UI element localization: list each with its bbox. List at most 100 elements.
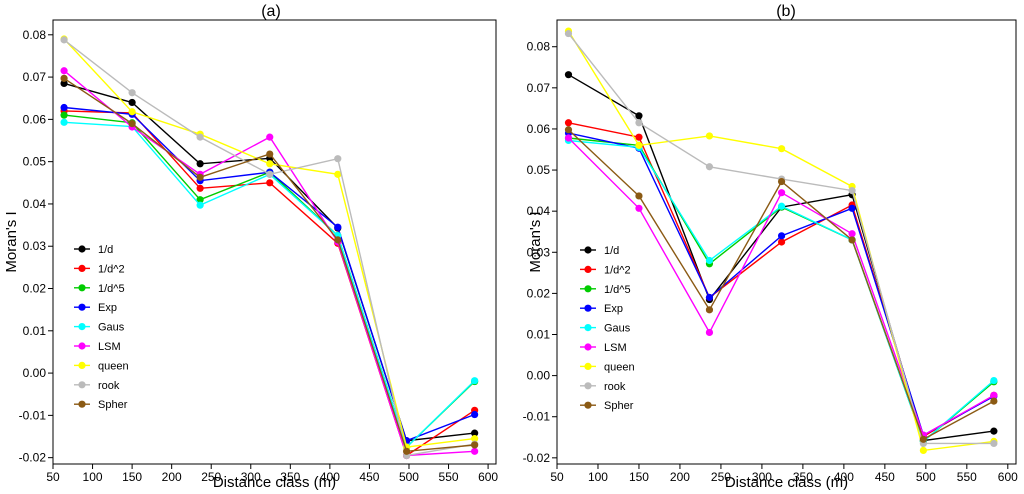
data-point-1/d: [990, 427, 998, 435]
x-tick-label: 350: [280, 470, 300, 484]
x-tick-label: 50: [46, 470, 60, 484]
y-tick-label: 0.06: [527, 122, 551, 136]
legend-label: 1/d^2: [98, 263, 125, 275]
data-point-1/d^2: [777, 238, 786, 246]
x-tick-label: 400: [834, 470, 854, 484]
y-axis-title: Moran's I: [3, 211, 20, 272]
data-point-LSM: [266, 133, 274, 141]
legend-marker: [584, 401, 592, 409]
data-point-Spher: [848, 236, 856, 244]
data-point-1/d: [635, 112, 643, 120]
chart-title: (a): [261, 3, 281, 20]
y-tick-label: 0.02: [527, 286, 551, 300]
data-point-Exp: [705, 293, 714, 302]
legend-label: Exp: [604, 303, 623, 315]
data-point-LSM: [848, 230, 856, 238]
data-point-rook: [635, 119, 643, 127]
data-point-queen: [635, 141, 643, 149]
legend-label: 1/d: [604, 245, 619, 257]
data-point-1/d^5: [60, 111, 68, 119]
legend-marker: [78, 361, 86, 369]
legend-marker: [78, 381, 86, 389]
x-tick-label: 50: [550, 470, 564, 484]
data-point-Spher: [196, 173, 204, 181]
legend-label: rook: [98, 380, 120, 392]
legend-label: 1/d^5: [98, 283, 125, 295]
data-point-1/d: [128, 98, 136, 107]
legend-marker: [584, 382, 592, 390]
data-point-Spher: [705, 306, 714, 314]
y-tick-label: 0.01: [23, 324, 47, 338]
data-point-Spher: [334, 236, 342, 244]
legend-marker: [584, 343, 592, 351]
data-point-queen: [266, 160, 274, 168]
data-point-LSM: [471, 447, 479, 455]
legend-marker: [78, 303, 86, 311]
data-point-Gaus: [471, 377, 479, 385]
x-tick-label: 300: [241, 470, 261, 484]
legend-label: Spher: [604, 400, 634, 412]
legend-marker: [584, 285, 592, 293]
data-point-LSM: [635, 204, 643, 212]
legend-marker: [584, 265, 592, 273]
y-tick-label: 0.07: [527, 81, 551, 95]
data-point-1/d^5: [196, 196, 204, 204]
y-tick-label: 0.07: [23, 70, 47, 84]
y-tick-label: 0.03: [23, 239, 47, 253]
data-point-Exp: [471, 410, 479, 419]
x-tick-label: 500: [399, 470, 419, 484]
data-point-1/d^2: [564, 119, 573, 127]
data-point-Gaus: [990, 376, 998, 385]
legend-label: queen: [604, 361, 635, 373]
x-tick-label: 550: [439, 470, 459, 484]
y-tick-label: 0.08: [23, 28, 47, 42]
data-point-rook: [990, 439, 998, 448]
data-point-queen: [334, 170, 342, 178]
y-tick-label: 0.04: [23, 197, 47, 211]
x-tick-label: 450: [875, 470, 895, 484]
y-tick-label: -0.02: [523, 451, 551, 465]
chart-title: (b): [776, 3, 796, 20]
y-tick-label: 0.02: [23, 282, 47, 296]
data-point-Spher: [777, 177, 786, 186]
data-point-rook: [266, 170, 274, 178]
data-point-1/d: [471, 429, 479, 437]
legend-marker: [78, 342, 86, 350]
data-point-Exp: [60, 103, 68, 112]
data-point-queen: [919, 446, 927, 455]
data-point-1/d: [196, 160, 204, 168]
series-line-rook: [63, 39, 475, 457]
y-tick-label: 0.04: [527, 204, 551, 218]
legend-label: Gaus: [604, 323, 631, 335]
legend-label: queen: [98, 360, 129, 372]
data-point-Spher: [919, 435, 927, 443]
data-point-Spher: [60, 74, 68, 82]
data-point-rook: [334, 155, 342, 163]
data-point-Exp: [777, 232, 786, 240]
data-point-Exp: [848, 204, 856, 212]
x-tick-label: 500: [916, 470, 936, 484]
panel-b: (b) 50 100 150 200 250 300 350 400 450 500 550 600 -0…: [523, 3, 1018, 491]
x-axis-title: Distance class (m): [725, 474, 848, 491]
data-point-rook: [848, 187, 856, 195]
plot-frame: [52, 19, 497, 465]
x-tick-label: 400: [320, 470, 340, 484]
legend-marker: [78, 264, 86, 272]
y-tick-label: 0.01: [527, 328, 551, 342]
data-point-Spher: [635, 192, 643, 200]
legend-label: rook: [604, 381, 626, 393]
y-tick-label: 0.03: [527, 245, 551, 259]
legend-label: Gaus: [98, 322, 125, 334]
y-tick-label: 0.00: [527, 369, 551, 383]
legend-label: 1/d: [98, 244, 113, 256]
data-point-queen: [705, 132, 714, 140]
legend-marker: [78, 400, 86, 408]
y-tick-label: 0.00: [23, 366, 47, 380]
series-line-LSM: [63, 70, 475, 457]
legend-marker: [78, 284, 86, 292]
data-point-Spher: [471, 441, 479, 449]
legend-marker: [584, 324, 592, 332]
legend-marker: [584, 304, 592, 312]
data-point-Gaus: [705, 256, 714, 265]
